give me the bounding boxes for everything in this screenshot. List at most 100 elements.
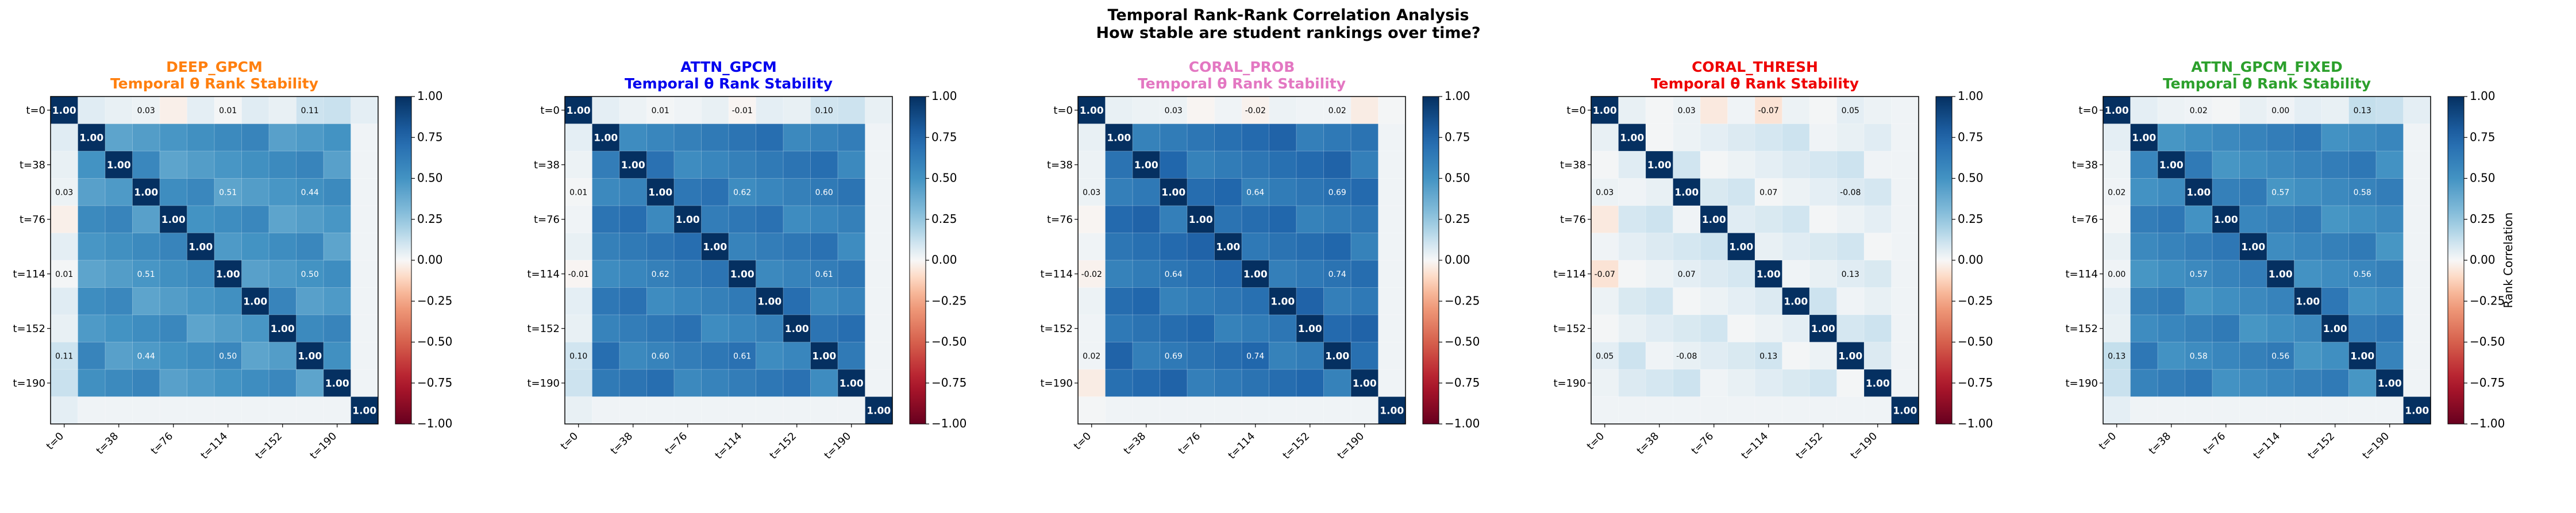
heatmap-cell: [1727, 151, 1755, 179]
heatmap-cell: [2348, 178, 2377, 206]
heatmap-cell: [351, 369, 379, 397]
x-tick-label: t=0: [1585, 430, 1607, 453]
heatmap-cell: [1673, 97, 1701, 124]
heatmap-cell: [2185, 342, 2213, 370]
heatmap-cell: [783, 396, 811, 425]
heatmap-cell: [729, 342, 756, 370]
diagonal-label: 1.00: [676, 214, 700, 226]
heatmap-cell: [1809, 151, 1837, 179]
x-tick-label: t=38: [2147, 430, 2174, 457]
heatmap-cell: [187, 287, 215, 315]
heatmap-cell: [865, 97, 893, 124]
heatmap-cell: [2103, 124, 2131, 152]
heatmap-cell: [51, 233, 78, 261]
heatmap-cell: [2294, 396, 2322, 425]
panel-title: ATTN_GPCM: [680, 59, 777, 75]
cell-value-label: 0.10: [815, 106, 833, 115]
heatmap-cell: [324, 260, 351, 288]
heatmap-cell: [810, 97, 838, 124]
cell-value-label: 0.50: [219, 352, 237, 361]
heatmap-cell: [674, 206, 702, 233]
heatmap-cell: [1187, 260, 1215, 288]
heatmap-cell: [1187, 287, 1215, 315]
heatmap-cell: [701, 97, 729, 124]
colorbar-tick-label: 0.00: [1445, 253, 1470, 267]
heatmap-cell: [2321, 178, 2349, 206]
heatmap-cell: [1618, 260, 1646, 288]
diagonal-label: 1.00: [703, 241, 727, 253]
diagonal-label: 1.00: [188, 241, 213, 253]
heatmap-cell: [214, 233, 242, 261]
heatmap-cell: [1618, 178, 1646, 206]
heatmap-cell: [1673, 124, 1701, 152]
heatmap-cell: [1214, 178, 1242, 206]
heatmap-cell: [241, 396, 269, 425]
diagonal-label: 1.00: [271, 323, 295, 335]
heatmap-cell: [838, 178, 865, 206]
heatmap-cell: [2403, 233, 2431, 261]
heatmap-cell: [1133, 124, 1160, 152]
y-tick-label: t=38: [20, 159, 45, 171]
diagonal-label: 1.00: [2214, 214, 2238, 226]
heatmap-cell: [565, 97, 592, 124]
heatmap-cell: [2267, 206, 2294, 233]
heatmap-cell: [51, 206, 78, 233]
heatmap-cell: [2294, 287, 2322, 315]
heatmap-cell: [1864, 233, 1892, 261]
heatmap-cell: [865, 342, 893, 370]
heatmap-cell: [132, 233, 160, 261]
colorbar-tick-label: −1.00: [1445, 416, 1480, 430]
diagonal-label: 1.00: [757, 296, 781, 307]
heatmap-cell: [2348, 260, 2377, 288]
heatmap-cell: [2267, 315, 2294, 342]
heatmap-cell: [296, 124, 324, 152]
heatmap-cell: [1700, 151, 1728, 179]
heatmap-cell: [1078, 260, 1106, 288]
heatmap-cell: [1133, 315, 1160, 342]
heatmap-cell: [674, 342, 702, 370]
colorbar-tick-label: −0.75: [1445, 376, 1480, 389]
cell-value-label: 0.07: [1678, 270, 1696, 279]
heatmap-cell: [2185, 369, 2213, 397]
heatmap-cell: [1618, 97, 1646, 124]
cell-value-label: -0.02: [1245, 106, 1266, 115]
heatmap-cell: [1673, 342, 1701, 370]
heatmap-cell: [756, 178, 784, 206]
heatmap-cell: [2158, 124, 2185, 152]
heatmap-cell: [269, 260, 297, 288]
heatmap-cell: [1078, 369, 1106, 397]
cell-value-label: 0.56: [2271, 352, 2289, 361]
heatmap-cell: [1782, 260, 1810, 288]
x-tick-label: t=0: [44, 430, 67, 453]
heatmap-cell: [296, 315, 324, 342]
heatmap-cell: [1078, 178, 1106, 206]
heatmap-cell: [132, 260, 160, 288]
heatmap-cell: [1378, 315, 1406, 342]
heatmap-cell: [1078, 97, 1106, 124]
diagonal-label: 1.00: [785, 323, 809, 335]
heatmap-cell: [296, 233, 324, 261]
heatmap-cell: [1727, 342, 1755, 370]
heatmap-cell: [565, 315, 592, 342]
diagonal-label: 1.00: [812, 350, 836, 362]
heatmap-cell: [592, 124, 620, 152]
heatmap-cell: [1891, 97, 1919, 124]
diagonal-label: 1.00: [1298, 323, 1322, 335]
y-tick-label: t=76: [2072, 214, 2098, 226]
heatmap-cell: [592, 233, 620, 261]
y-tick-label: t=76: [1560, 214, 1586, 226]
x-tick-label: t=190: [2360, 430, 2392, 462]
heatmap-cell: [701, 233, 729, 261]
heatmap-cell: [2376, 342, 2404, 370]
x-tick-label: t=152: [253, 430, 284, 462]
heatmap-cell: [2348, 97, 2377, 124]
cell-value-label: 0.00: [2108, 270, 2126, 279]
heatmap-cell: [1214, 342, 1242, 370]
y-tick-label: t=38: [534, 159, 560, 171]
heatmap-cell: [1242, 260, 1269, 288]
heatmap-cell: [1078, 396, 1106, 425]
heatmap-cell: [756, 260, 784, 288]
heatmap-cell: [296, 151, 324, 179]
cell-value-label: 0.50: [301, 270, 319, 279]
